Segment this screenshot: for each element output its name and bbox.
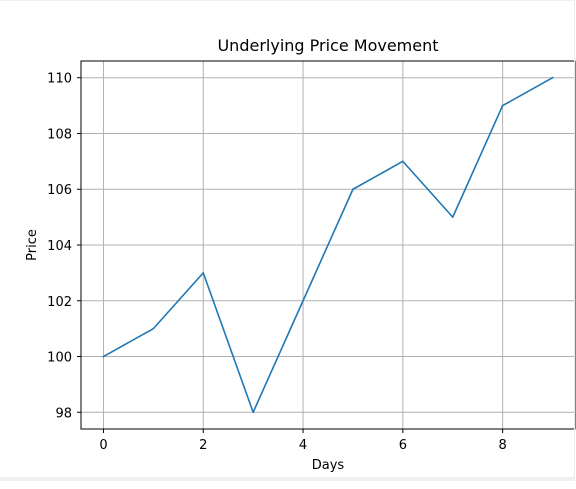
data-point: [202, 272, 204, 274]
x-tick-label: 0: [99, 438, 107, 453]
y-tick-label: 106: [47, 183, 72, 198]
y-tick-label: 110: [47, 72, 72, 87]
y-tick-label: 104: [47, 239, 72, 254]
chart-title: Underlying Price Movement: [217, 36, 438, 55]
x-tick-label: 8: [499, 438, 507, 453]
data-point: [302, 300, 304, 302]
data-point: [502, 105, 504, 107]
data-point: [153, 328, 155, 330]
y-tick-label: 98: [55, 406, 72, 421]
y-axis-label: Price: [25, 229, 40, 261]
x-tick-label: 6: [399, 438, 407, 453]
data-point: [103, 356, 105, 358]
y-tick-label: 102: [47, 295, 72, 310]
x-axis-ticks: 0 2 4 6 8: [99, 429, 506, 453]
y-tick-label: 100: [47, 351, 72, 366]
y-axis-ticks: 98 100 102 104 106 108 110: [47, 72, 81, 422]
y-tick-label: 108: [47, 127, 72, 142]
data-point: [352, 188, 354, 190]
x-tick-label: 4: [299, 438, 307, 453]
data-point: [552, 77, 554, 79]
data-point: [452, 216, 454, 218]
data-point: [252, 411, 254, 413]
x-axis-label: Days: [312, 458, 345, 473]
x-tick-label: 2: [199, 438, 207, 453]
data-point: [402, 161, 404, 163]
